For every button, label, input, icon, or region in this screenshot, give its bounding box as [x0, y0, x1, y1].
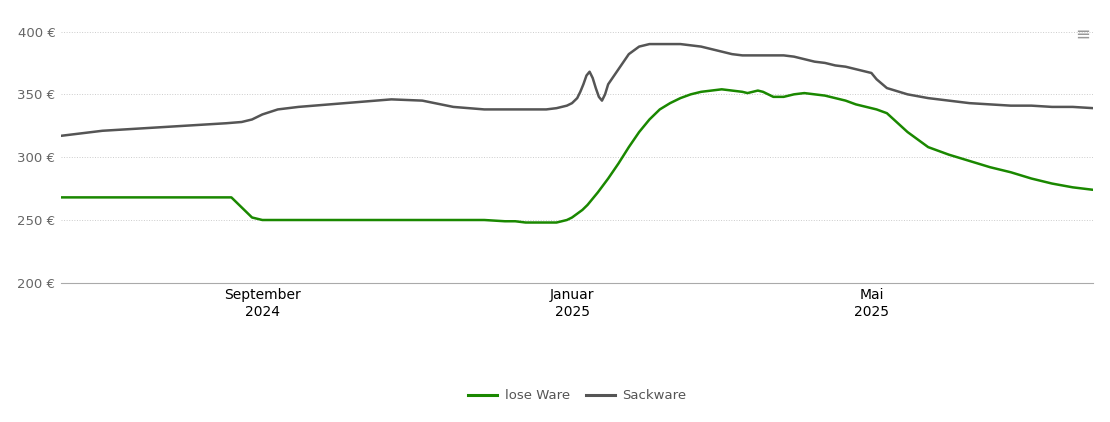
Text: ≡: ≡: [1074, 25, 1090, 43]
Legend: lose Ware, Sackware: lose Ware, Sackware: [463, 384, 692, 408]
